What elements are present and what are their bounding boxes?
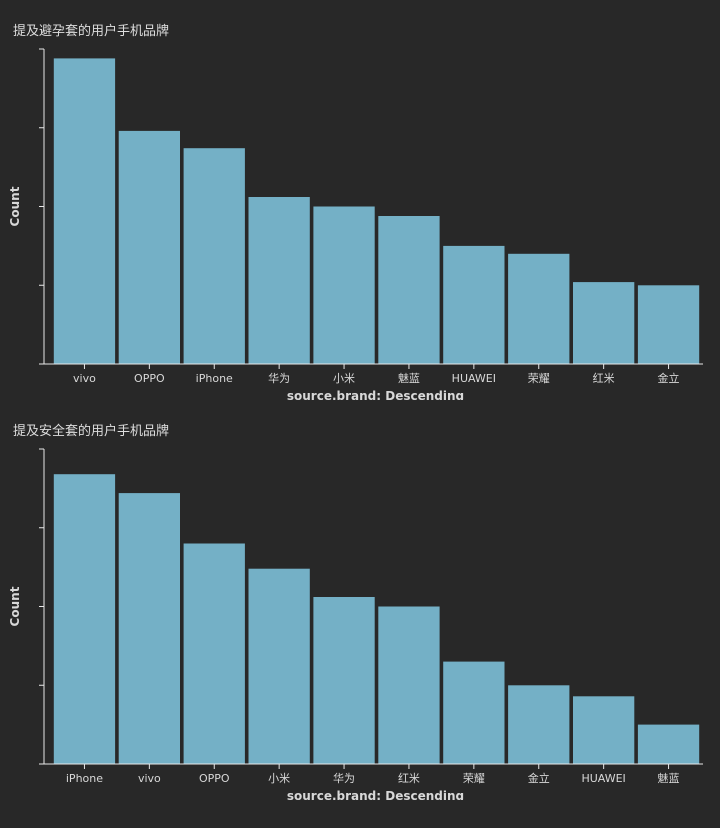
x-axis-title: source.brand: Descending (287, 389, 464, 400)
chart-panel-condom-mentions: 提及避孕套的用户手机品牌 vivo OPPO iPhone 华为 小米 魅蓝 HUAWEI 荣… (0, 0, 720, 400)
chart-panel-safety-condom-mentions: 提及安全套的用户手机品牌 iPhone vivo OPPO 小米 华为 红米 荣耀 金立 HUA… (0, 400, 720, 800)
chart-title: 提及安全套的用户手机品牌 (13, 424, 170, 439)
x-tick-label: 荣耀 (528, 372, 550, 385)
x-tick-label: 魅蓝 (398, 371, 420, 385)
x-tick-label: HUAWEI (581, 772, 625, 785)
x-tick-label: 金立 (528, 771, 550, 785)
x-tick-label: 金立 (658, 371, 680, 385)
bar-金立 (637, 285, 700, 365)
bar-魅蓝 (637, 724, 700, 764)
x-axis-title: source.brand: Descending (287, 789, 464, 800)
x-tick-label: 荣耀 (463, 772, 485, 785)
bar-HUAWEI (443, 245, 505, 364)
x-tick-label: 小米 (333, 372, 355, 385)
bar-荣耀 (443, 661, 505, 764)
x-tick-label: 红米 (593, 372, 615, 385)
x-tick-label: iPhone (66, 772, 103, 785)
bar-iPhone (183, 148, 245, 364)
x-tick-label: OPPO (134, 372, 165, 385)
bar-chart-plot: iPhone vivo OPPO 小米 华为 红米 荣耀 金立 HUAWEI 魅蓝 source.b… (8, 448, 703, 800)
bar-iPhone (53, 474, 116, 764)
bar-小米 (248, 568, 310, 764)
bar-魅蓝 (378, 216, 440, 364)
x-tick-label: iPhone (196, 372, 233, 385)
x-tick-label: OPPO (199, 772, 230, 785)
bar-chart-plot: vivo OPPO iPhone 华为 小米 魅蓝 HUAWEI 荣耀 红米 金立 source.b… (8, 48, 703, 400)
bar-vivo (118, 493, 180, 764)
bar-小米 (313, 206, 375, 364)
x-tick-label: vivo (138, 772, 161, 785)
x-tick-label: HUAWEI (452, 372, 496, 385)
bar-OPPO (118, 130, 180, 364)
bar-金立 (508, 685, 570, 765)
x-tick-label: 华为 (333, 771, 355, 785)
bar-vivo (53, 58, 116, 365)
x-tick-label: vivo (73, 372, 96, 385)
bar-华为 (313, 597, 375, 764)
bar-红米 (573, 282, 635, 364)
x-tick-label: 魅蓝 (658, 771, 680, 785)
x-tick-label: 红米 (398, 772, 420, 785)
x-tick-label: 华为 (268, 371, 290, 385)
x-tick-label: 小米 (268, 772, 290, 785)
y-axis-title: Count (8, 186, 22, 226)
bar-HUAWEI (573, 696, 635, 764)
bar-华为 (248, 197, 310, 364)
bar-红米 (378, 606, 440, 764)
bar-荣耀 (508, 253, 570, 365)
chart-title: 提及避孕套的用户手机品牌 (13, 24, 170, 39)
bar-OPPO (183, 543, 245, 764)
y-axis-title: Count (8, 586, 22, 626)
